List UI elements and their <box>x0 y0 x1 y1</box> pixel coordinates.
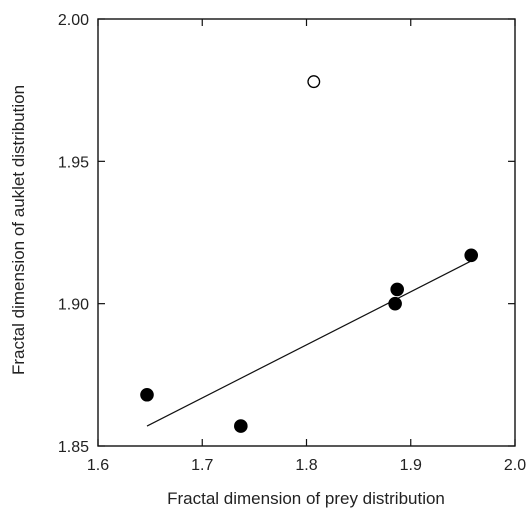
data-point-filled <box>390 282 404 297</box>
plot-frame <box>97 18 516 447</box>
plot-border <box>97 18 516 447</box>
y-axis-tick-labels: 1.85 1.90 1.95 2.00 <box>58 12 89 456</box>
y-axis-label: Fractal dimension of auklet distribution <box>9 85 28 375</box>
data-point-filled <box>234 419 248 433</box>
x-axis-label: Fractal dimension of prey distribution <box>167 489 445 508</box>
x-tick-label: 1.6 <box>87 457 109 474</box>
data-points <box>140 75 479 433</box>
data-point-open <box>307 75 321 89</box>
y-tick-label: 1.90 <box>58 297 89 314</box>
data-point-filled <box>464 248 479 263</box>
x-tick-label: 1.7 <box>191 457 213 474</box>
x-tick-label: 2.0 <box>504 457 526 474</box>
data-point-filled <box>140 387 154 402</box>
data-point-filled <box>388 296 402 311</box>
y-tick-label: 1.85 <box>58 439 89 456</box>
y-tick-label: 1.95 <box>58 154 89 171</box>
regression-line-group <box>146 260 472 427</box>
x-axis-tick-labels: 1.6 1.7 1.8 1.9 2.0 <box>87 457 526 474</box>
x-tick-label: 1.9 <box>400 457 422 474</box>
x-tick-label: 1.8 <box>295 457 317 474</box>
axis-ticks <box>97 18 516 447</box>
regression-line <box>146 260 472 427</box>
y-tick-label: 2.00 <box>58 12 89 29</box>
